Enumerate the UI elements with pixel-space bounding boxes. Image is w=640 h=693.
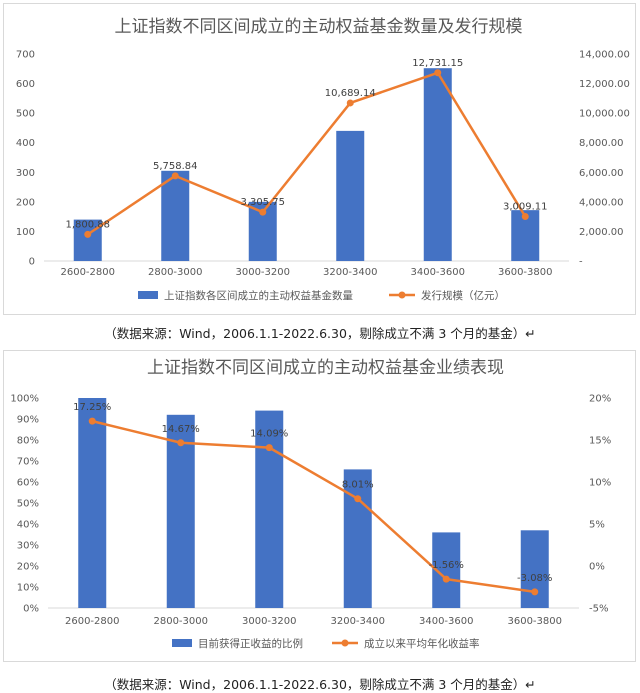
- legend-line-marker: [398, 291, 406, 299]
- data-label: 3,305.75: [240, 197, 285, 208]
- data-label: 10,689.14: [325, 88, 376, 99]
- legend-bar-label: 上证指数各区间成立的主动权益基金数量: [164, 289, 353, 302]
- data-label: 3,009.11: [503, 202, 548, 213]
- line-point: [177, 439, 185, 447]
- line-series: [91, 419, 535, 594]
- line-point: [354, 495, 362, 503]
- y-left-tick-label: 100: [16, 227, 35, 238]
- y-left-tick-label: 700: [16, 50, 35, 61]
- y-left-tick-label: 500: [16, 109, 35, 120]
- y-right-tick-label: 10,000.00: [579, 109, 630, 120]
- y-left-tick-label: 100%: [10, 394, 39, 405]
- data-label: -1.56%: [429, 560, 464, 571]
- y-left-tick-label: 0: [29, 257, 35, 268]
- line-point: [84, 230, 92, 238]
- chart-title: 上证指数不同区间成立的主动权益基金数量及发行规模: [115, 17, 523, 37]
- data-label: 14.67%: [162, 424, 200, 435]
- data-source-caption-1: （数据来源：Wind，2006.1.1-2022.6.30，剔除成立不满 3 个…: [104, 326, 536, 341]
- y-left-tick-label: 50%: [17, 499, 39, 510]
- y-left-tick-label: 300: [16, 168, 35, 179]
- data-label: 8.01%: [342, 480, 374, 491]
- y-left-tick-label: 80%: [17, 436, 39, 447]
- data-label: 14.09%: [250, 429, 288, 440]
- legend-line-marker: [341, 639, 349, 647]
- y-left-tick-label: 70%: [17, 457, 39, 468]
- bar: [161, 170, 190, 261]
- data-label: 1,800.88: [65, 219, 110, 230]
- chart-fund-count-scale: 上证指数不同区间成立的主动权益基金数量及发行规模 0 100 200 300 400 500…: [16, 17, 630, 302]
- bar: [78, 398, 107, 608]
- y-right-tick-label: 8,000.00: [579, 138, 624, 149]
- y-left-tick-label: 90%: [17, 415, 39, 426]
- x-tick-label: 2800-3000: [153, 616, 208, 627]
- line-series: [87, 71, 527, 236]
- data-source-caption-2: （数据来源：Wind，2006.1.1-2022.6.30，剔除成立不满 3 个…: [104, 677, 536, 692]
- legend-bar-swatch: [138, 291, 158, 299]
- y-right-tick-label: 15%: [589, 436, 611, 447]
- data-label: 12,731.15: [412, 58, 463, 69]
- y-left-tick-label: 10%: [17, 583, 39, 594]
- line-point: [171, 172, 179, 180]
- x-tick-label: 2600-2800: [65, 616, 120, 627]
- y-right-tick-label: 6,000.00: [579, 168, 624, 179]
- legend-line-label: 发行规模（亿元）: [421, 289, 505, 302]
- x-tick-label: 2800-3000: [148, 267, 203, 278]
- bar: [255, 410, 284, 608]
- y-left-tick-label: 20%: [17, 562, 39, 573]
- chart-title: 上证指数不同区间成立的主动权益基金业绩表现: [147, 358, 504, 378]
- y-left-tick-label: 200: [16, 197, 35, 208]
- line-point: [531, 588, 539, 596]
- chart-panel-fund-count-scale: 上证指数不同区间成立的主动权益基金数量及发行规模 0 100 200 300 400 500…: [3, 3, 636, 315]
- bar: [336, 130, 365, 261]
- y-left-tick-label: 30%: [17, 541, 39, 552]
- y-right-tick-label: -: [579, 257, 583, 268]
- y-right-tick-label: -5%: [589, 604, 608, 615]
- y-right-tick-label: 2,000.00: [579, 227, 624, 238]
- chart-fund-performance: 上证指数不同区间成立的主动权益基金业绩表现 0% 10% 20% 30% 40% 50% 60…: [10, 358, 611, 650]
- legend-line-label: 成立以来平均年化收益率: [364, 637, 480, 650]
- line-point: [259, 208, 267, 216]
- line-point: [265, 444, 273, 452]
- line-point: [346, 99, 354, 107]
- x-tick-label: 3600-3800: [507, 616, 562, 627]
- data-label: 5,758.84: [153, 161, 198, 172]
- x-tick-label: 3400-3600: [410, 267, 465, 278]
- y-left-tick-label: 60%: [17, 478, 39, 489]
- y-right-tick-label: 4,000.00: [579, 197, 624, 208]
- bar: [423, 68, 452, 262]
- line-point: [434, 69, 442, 77]
- legend-bar-label: 目前获得正收益的比例: [198, 637, 303, 650]
- y-left-tick-label: 40%: [17, 520, 39, 531]
- x-tick-label: 3200-3400: [330, 616, 385, 627]
- y-right-tick-label: 0%: [589, 562, 605, 573]
- y-left-tick-label: 0%: [23, 604, 39, 615]
- y-left-tick-label: 600: [16, 79, 35, 90]
- legend-bar-swatch: [172, 639, 192, 647]
- data-label: 17.25%: [73, 402, 111, 413]
- y-right-tick-label: 5%: [589, 520, 605, 531]
- y-right-tick-label: 20%: [589, 394, 611, 405]
- y-right-tick-label: 14,000.00: [579, 50, 630, 61]
- x-tick-label: 3000-3200: [242, 616, 297, 627]
- x-tick-label: 3200-3400: [323, 267, 378, 278]
- data-label: -3.08%: [517, 573, 552, 584]
- y-left-tick-label: 400: [16, 138, 35, 149]
- line-point: [442, 575, 450, 583]
- y-right-tick-label: 12,000.00: [579, 79, 630, 90]
- x-tick-label: 3000-3200: [235, 267, 290, 278]
- line-point: [521, 213, 529, 221]
- line-point: [88, 417, 96, 425]
- x-tick-label: 3400-3600: [419, 616, 474, 627]
- bar: [73, 219, 102, 261]
- bar: [166, 414, 195, 608]
- bar: [520, 530, 549, 608]
- y-right-tick-label: 10%: [589, 478, 611, 489]
- chart-panel-fund-performance: 上证指数不同区间成立的主动权益基金业绩表现 0% 10% 20% 30% 40% 50% 60…: [3, 350, 636, 662]
- x-tick-label: 2600-2800: [60, 267, 115, 278]
- x-tick-label: 3600-3800: [498, 267, 553, 278]
